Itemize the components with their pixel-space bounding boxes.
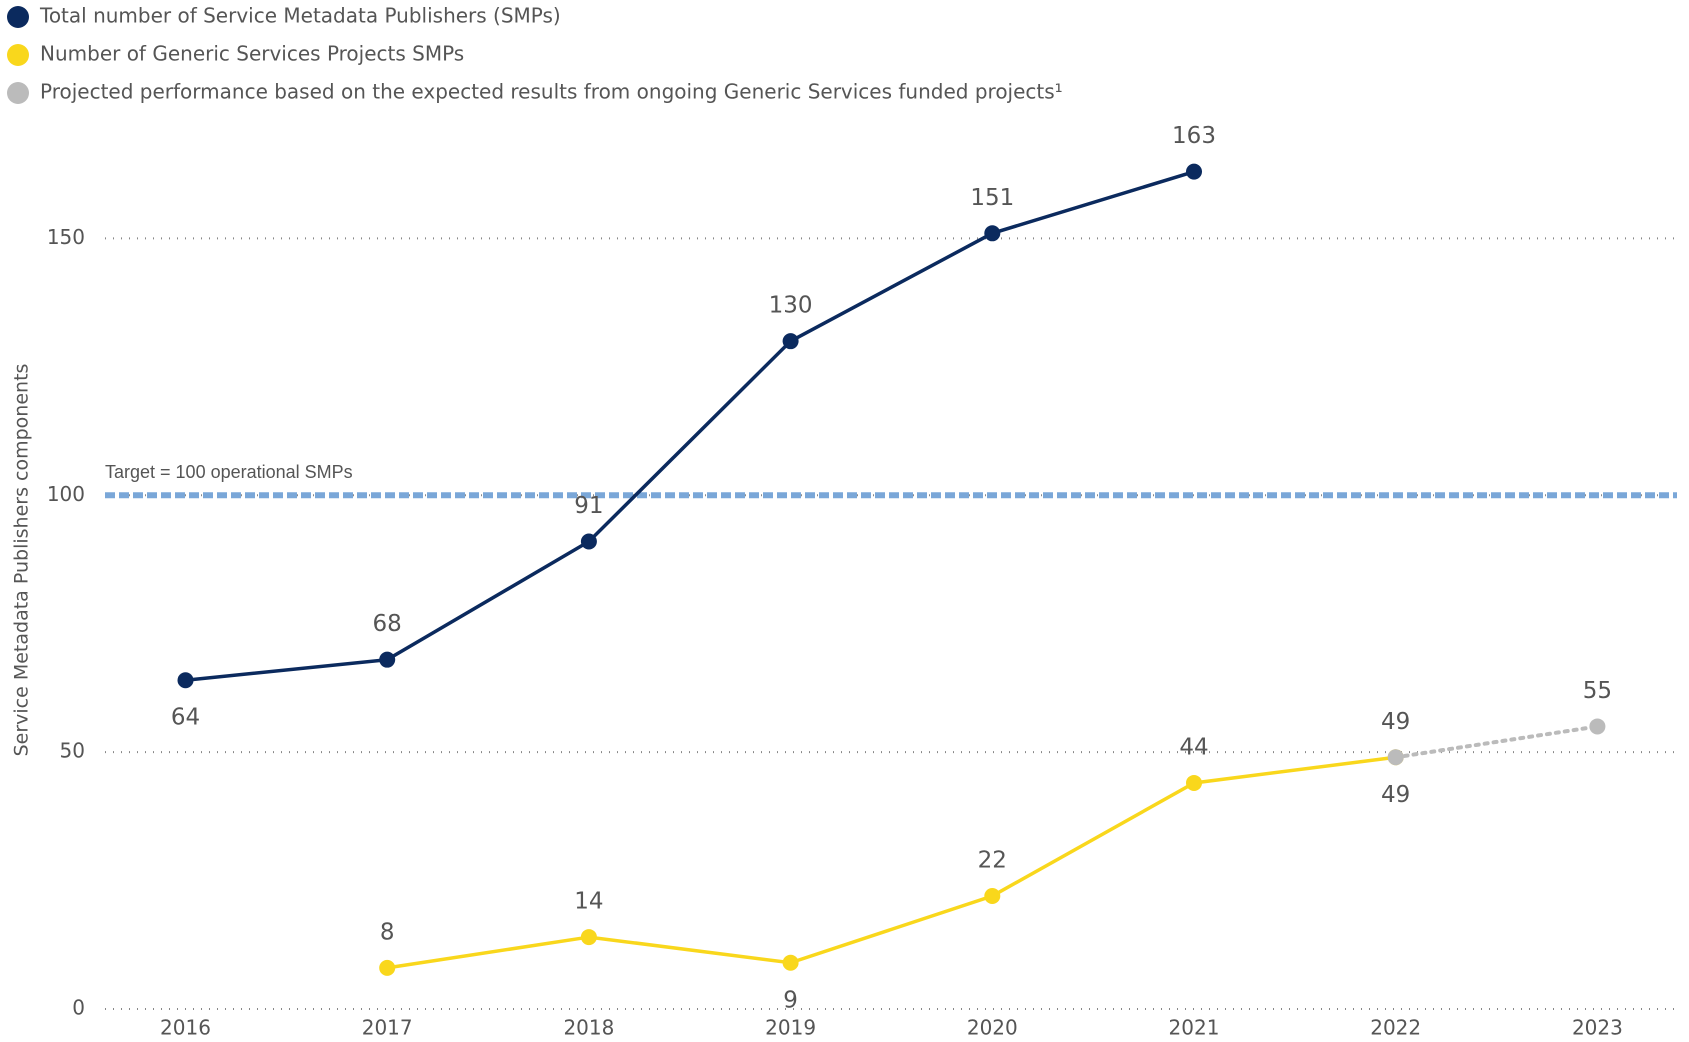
data-point: [379, 959, 396, 976]
x-tick-label: 2022: [1370, 1016, 1421, 1040]
y-tick-label: 50: [60, 739, 85, 763]
y-axis-label: Service Metadata Publishers components: [11, 364, 33, 757]
x-tick-label: 2019: [765, 1016, 816, 1040]
legend-label: Total number of Service Metadata Publish…: [39, 4, 561, 28]
target-label: Target = 100 operational SMPs: [105, 462, 353, 482]
data-label: 151: [970, 185, 1014, 211]
data-point: [177, 672, 194, 689]
data-label: 64: [171, 705, 200, 731]
series-line: [183, 169, 1196, 682]
legend-marker: [7, 6, 29, 28]
data-label: 49: [1381, 709, 1410, 735]
x-tick-label: 2016: [160, 1016, 211, 1040]
data-label: 22: [978, 847, 1007, 873]
data-point: [1186, 774, 1202, 791]
data-label: 14: [574, 889, 603, 915]
legend-label: Projected performance based on the expec…: [40, 80, 1063, 104]
data-point: [984, 887, 1001, 904]
data-label: 91: [574, 493, 603, 519]
legend-marker: [7, 44, 29, 66]
x-tick-label: 2021: [1169, 1016, 1220, 1040]
y-tick-label: 100: [47, 482, 85, 506]
series-line: [385, 755, 1398, 970]
data-label: 44: [1179, 734, 1208, 760]
data-label: 9: [783, 987, 798, 1013]
data-point: [1589, 718, 1606, 735]
legend-marker: [7, 82, 29, 104]
data-label: 68: [373, 611, 402, 637]
legend-label: Number of Generic Services Projects SMPs: [40, 42, 464, 66]
data-label: 55: [1583, 678, 1612, 704]
x-tick-label: 2017: [362, 1016, 413, 1040]
data-point: [580, 929, 597, 946]
x-tick-label: 2018: [563, 1016, 614, 1040]
series-line: [1393, 724, 1600, 760]
data-point: [782, 954, 799, 971]
x-tick-label: 2020: [967, 1016, 1018, 1040]
data-point: [580, 533, 597, 550]
data-label: 8: [380, 919, 395, 945]
y-tick-label: 150: [47, 225, 85, 249]
data-point: [984, 225, 1001, 242]
data-label: 49: [1381, 782, 1410, 808]
data-label: 130: [769, 293, 813, 319]
data-point: [1387, 749, 1404, 766]
data-label: 163: [1172, 123, 1216, 149]
x-tick-label: 2023: [1572, 1016, 1623, 1040]
data-point: [379, 651, 396, 668]
data-point: [782, 333, 799, 350]
data-point: [1186, 163, 1202, 180]
y-tick-label: 0: [72, 996, 85, 1020]
